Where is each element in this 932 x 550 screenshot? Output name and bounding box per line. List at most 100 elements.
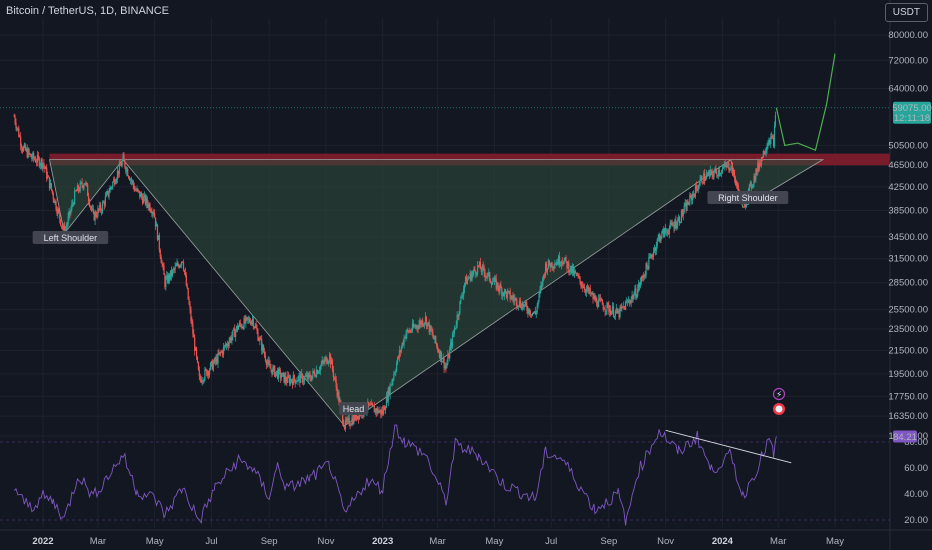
candle <box>691 195 693 201</box>
candle <box>606 302 608 311</box>
lightning-icon[interactable] <box>772 387 786 401</box>
candle <box>271 369 273 375</box>
candle <box>429 325 431 333</box>
candle <box>151 211 153 214</box>
candle <box>267 360 269 363</box>
time-axis-label: Mar <box>90 536 106 547</box>
candle <box>464 276 467 283</box>
candle <box>772 136 775 147</box>
candle <box>502 292 504 296</box>
candle <box>179 265 181 268</box>
candle <box>263 351 266 356</box>
candle <box>111 186 113 188</box>
candle <box>522 303 524 308</box>
candle <box>426 322 428 327</box>
price-axis-label: 31500.00 <box>888 254 928 265</box>
candle <box>272 367 274 375</box>
candle <box>667 233 670 234</box>
candle <box>195 347 198 357</box>
candle <box>101 202 104 212</box>
candle <box>74 190 77 192</box>
candle <box>468 277 470 279</box>
candle <box>62 225 65 228</box>
candle <box>427 322 429 324</box>
candle <box>553 267 555 268</box>
candle <box>118 163 120 175</box>
candle <box>485 276 487 278</box>
candle <box>633 294 635 300</box>
candle <box>638 283 641 287</box>
candle <box>672 224 674 226</box>
candle <box>327 362 329 364</box>
candle <box>676 225 678 228</box>
candle <box>597 305 599 308</box>
price-axis-label: 16350.00 <box>888 411 928 422</box>
candle <box>470 272 472 281</box>
candle <box>169 270 172 280</box>
candle <box>325 357 327 359</box>
projection-path <box>775 53 836 152</box>
candle <box>163 265 165 275</box>
candle <box>225 343 227 347</box>
candle <box>521 303 523 310</box>
candle <box>224 345 227 347</box>
candle <box>83 185 85 189</box>
candle <box>279 370 281 379</box>
candle <box>503 292 505 296</box>
candle <box>191 320 193 324</box>
candle <box>509 291 511 299</box>
candle <box>194 337 196 351</box>
candle <box>349 425 351 427</box>
candle <box>290 379 293 382</box>
candle <box>530 314 532 316</box>
candle <box>183 269 186 273</box>
candle <box>771 135 773 137</box>
candle <box>459 301 461 314</box>
candle <box>661 231 663 238</box>
candle <box>45 167 47 169</box>
candle <box>762 151 764 158</box>
candle <box>140 193 142 198</box>
candle <box>701 176 703 183</box>
candle <box>72 203 74 205</box>
candle <box>558 256 561 265</box>
candle <box>335 379 337 387</box>
candle <box>344 419 347 429</box>
candle <box>619 306 621 317</box>
candle <box>718 170 720 177</box>
candle <box>372 405 374 407</box>
candle <box>565 257 567 262</box>
candle <box>614 311 616 317</box>
candle <box>683 205 685 213</box>
candle <box>212 363 214 370</box>
candle <box>19 136 21 138</box>
candle <box>461 296 463 298</box>
candle <box>305 375 307 377</box>
price-axis-label: 19500.00 <box>888 369 928 380</box>
candle <box>692 194 695 195</box>
candle <box>331 360 334 370</box>
candle <box>628 300 630 303</box>
candle <box>753 175 755 184</box>
currency-button[interactable]: USDT <box>884 3 928 22</box>
candle <box>566 261 568 269</box>
candle <box>65 227 67 231</box>
candle <box>232 329 234 337</box>
candle <box>763 151 765 155</box>
candle <box>431 330 433 333</box>
candle <box>425 316 428 327</box>
candle <box>51 189 53 193</box>
candle <box>81 182 83 186</box>
candle <box>342 410 344 423</box>
candle <box>259 338 261 341</box>
candle <box>590 293 592 295</box>
candle <box>560 261 562 265</box>
candle <box>144 195 146 205</box>
candle <box>322 360 324 362</box>
candle <box>621 306 623 309</box>
candle <box>627 300 629 303</box>
candle <box>623 306 625 308</box>
candle <box>409 330 411 333</box>
price-axis-label: 46500.00 <box>888 160 928 171</box>
